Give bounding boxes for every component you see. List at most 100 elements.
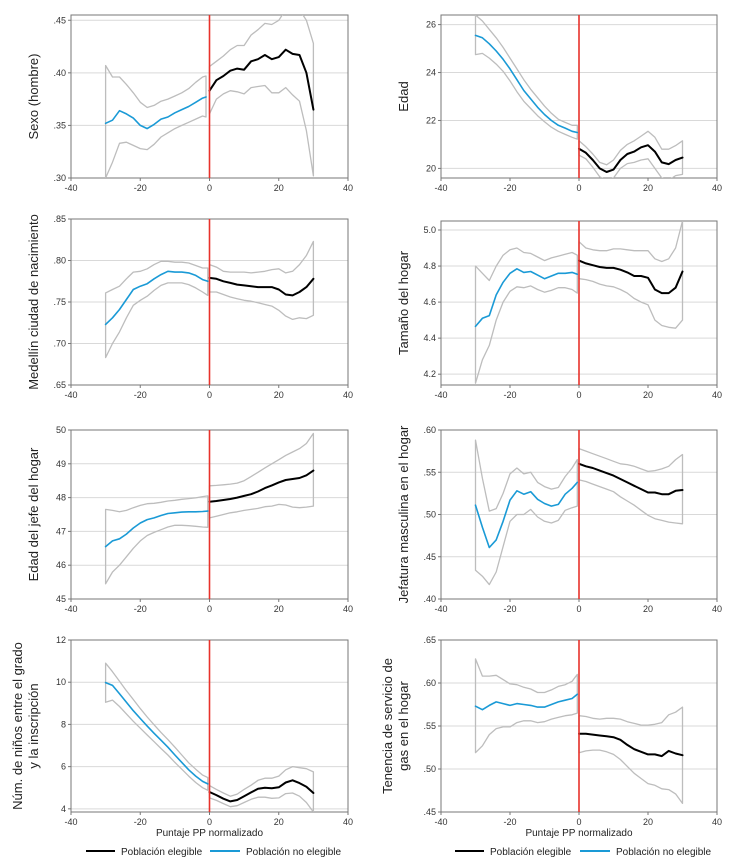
ci-band-not-eligible [474, 658, 578, 754]
series-line-not-eligible [104, 510, 209, 548]
chart-panel-8: .45 .50 .55 .60 .65 -40 -20 0 20 40 Tenencia de se… [380, 635, 722, 839]
series-line-not-eligible [474, 268, 579, 328]
x-tick-label: 0 [576, 604, 581, 614]
y-tick-label: 4.6 [423, 297, 436, 307]
y-tick-label: 45 [56, 594, 66, 604]
ci-band-eligible [578, 706, 684, 805]
ci-band-not-eligible [104, 662, 209, 791]
chart-panel-4: 4.2 4.4 4.6 4.8 5.0 -40 -20 0 20 40 Tamaño del hog… [396, 220, 722, 400]
x-tick-label: 0 [576, 390, 581, 400]
y-axis-title: Tenencia de servicio degas en el hogar [380, 658, 411, 794]
y-tick-label: 26 [426, 20, 436, 30]
series-group [104, 240, 315, 359]
chart-panel-2: 20 22 24 26 -40 -20 0 20 40 Edad [396, 14, 722, 193]
x-tick-label: 0 [207, 604, 212, 614]
ci-band-not-eligible [104, 260, 209, 359]
y-tick-label: 10 [56, 677, 66, 687]
y-axis-title: Edad del jefe del hogar [26, 447, 41, 581]
x-tick-label: -20 [503, 817, 516, 827]
y-axis-title-line: y la inscripción [26, 683, 41, 768]
series-group [104, 662, 315, 812]
y-tick-label: .30 [53, 173, 66, 183]
x-tick-label: -40 [434, 390, 447, 400]
series-line-eligible [578, 144, 684, 173]
x-tick-label: 40 [712, 183, 722, 193]
x-tick-label: 0 [207, 183, 212, 193]
y-tick-label: 12 [56, 635, 66, 645]
y-tick-label: .55 [423, 467, 436, 477]
chart-panel-6: .40 .45 .50 .55 .60 -40 -20 0 20 40 Jefatura mascu… [396, 425, 722, 614]
y-tick-label: 48 [56, 493, 66, 503]
ci-band-eligible [208, 15, 315, 177]
x-axis-title: Puntaje PP normalizado [525, 828, 633, 839]
ci-band-eligible [208, 240, 315, 321]
y-tick-label: .45 [423, 807, 436, 817]
y-tick-label: .45 [423, 552, 436, 562]
ci-band-eligible [578, 447, 684, 525]
chart-panel-3: .65 .70 .75 .80 .85 -40 -20 0 20 40 Medellín ciuda… [26, 214, 353, 400]
y-tick-label: .55 [423, 721, 436, 731]
series-line-not-eligible [104, 270, 209, 326]
y-tick-label: 4.8 [423, 261, 436, 271]
x-tick-label: -20 [134, 817, 147, 827]
y-tick-label: 4.2 [423, 369, 436, 379]
series-line-eligible [578, 462, 684, 496]
x-tick-label: 0 [207, 817, 212, 827]
y-tick-label: .50 [423, 510, 436, 520]
y-tick-label: .75 [53, 297, 66, 307]
chart-panel-5: 45 46 47 48 49 50 -40 -20 0 20 40 Edad del jefe del… [26, 425, 353, 614]
series-line-not-eligible [474, 693, 579, 711]
x-tick-label: 20 [643, 604, 653, 614]
y-tick-label: 46 [56, 560, 66, 570]
ci-band-not-eligible [104, 495, 209, 585]
y-tick-label: .65 [423, 635, 436, 645]
x-tick-label: -40 [64, 604, 77, 614]
x-tick-label: 40 [343, 817, 353, 827]
x-tick-label: 0 [576, 817, 581, 827]
x-tick-label: 20 [274, 604, 284, 614]
ci-band-not-eligible [104, 64, 207, 178]
y-axis-title-line: Tenencia de servicio de [380, 658, 395, 794]
y-tick-label: .80 [53, 256, 66, 266]
series-line-not-eligible [474, 34, 579, 134]
y-tick-label: 22 [426, 115, 436, 125]
y-axis-title-line: Núm. de niños entre el grado [10, 642, 25, 810]
x-tick-label: -20 [134, 183, 147, 193]
y-axis-title: Tamaño del hogar [396, 250, 411, 355]
x-tick-label: 0 [207, 390, 212, 400]
x-tick-label: 40 [712, 817, 722, 827]
y-axis-title: Núm. de niños entre el gradoy la inscrip… [10, 642, 41, 810]
series-group [474, 221, 684, 384]
y-tick-label: .60 [423, 425, 436, 435]
ci-band-not-eligible [474, 247, 578, 384]
x-tick-label: 40 [712, 390, 722, 400]
series-line-not-eligible [474, 481, 579, 549]
y-tick-label: 4 [61, 804, 66, 814]
y-tick-label: .50 [423, 764, 436, 774]
series-group [104, 432, 315, 585]
y-tick-label: 8 [61, 719, 66, 729]
y-axis-title-line: gas en el hogar [396, 681, 411, 771]
x-tick-label: -20 [503, 604, 516, 614]
chart-panel-1: .30 .35 .40 .45 -40 -20 0 20 40 Sexo (hombre) [26, 14, 353, 193]
x-tick-label: 40 [343, 390, 353, 400]
y-tick-label: 50 [56, 425, 66, 435]
series-line-eligible [578, 732, 684, 758]
ci-band-eligible [208, 432, 315, 519]
x-tick-label: -20 [503, 390, 516, 400]
x-tick-label: -40 [434, 817, 447, 827]
series-group [104, 15, 315, 178]
ci-band-eligible [578, 130, 684, 178]
x-tick-label: 20 [643, 390, 653, 400]
series-line-eligible [208, 469, 315, 503]
y-tick-label: 24 [426, 68, 436, 78]
y-tick-label: 47 [56, 526, 66, 536]
y-tick-label: .40 [53, 68, 66, 78]
x-tick-label: -40 [64, 390, 77, 400]
ci-band-not-eligible [474, 15, 578, 140]
y-axis-title: Sexo (hombre) [26, 54, 41, 140]
x-tick-label: -40 [434, 604, 447, 614]
y-tick-label: .70 [53, 339, 66, 349]
y-tick-label: 5.0 [423, 225, 436, 235]
